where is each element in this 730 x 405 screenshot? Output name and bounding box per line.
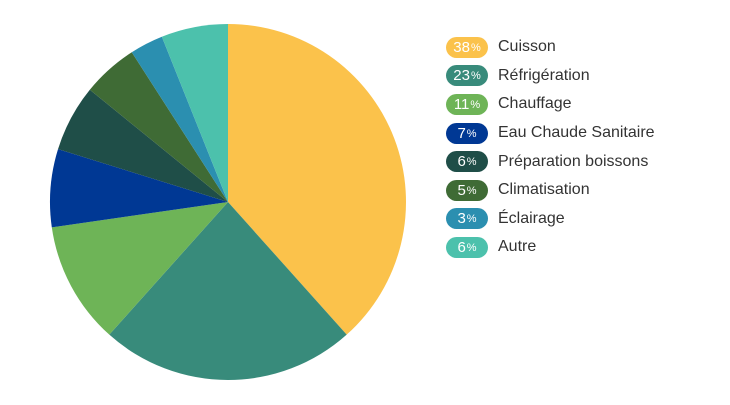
legend-value: 5 bbox=[457, 181, 466, 199]
legend-percent-sign: % bbox=[470, 41, 481, 54]
legend-label: Chauffage bbox=[498, 95, 572, 113]
pie-slice-eau-chaude-sanitaire bbox=[49, 149, 229, 228]
pie-slice-climatisation bbox=[89, 52, 228, 203]
legend-label: Climatisation bbox=[498, 181, 590, 199]
legend-value: 38 bbox=[453, 38, 470, 56]
legend-value-badge: 11% bbox=[446, 93, 488, 115]
pie-slice-chauffage bbox=[51, 202, 229, 335]
legend-item-cuisson: 38% Cuisson bbox=[446, 33, 726, 62]
legend-item-autre: 6% Autre bbox=[446, 233, 726, 262]
legend-label: Cuisson bbox=[498, 38, 556, 56]
legend-value: 7 bbox=[457, 124, 466, 142]
legend-percent-sign: % bbox=[466, 184, 477, 197]
legend-percent-sign: % bbox=[466, 127, 477, 140]
legend-value-badge: 23% bbox=[446, 65, 488, 87]
legend-percent-sign: % bbox=[470, 70, 481, 83]
legend-percent-sign: % bbox=[466, 241, 477, 254]
legend-value: 11 bbox=[453, 95, 470, 113]
legend-value-badge: 6% bbox=[446, 236, 488, 258]
legend-value: 6 bbox=[457, 153, 466, 171]
legend-item-refrigeration: 23% Réfrigération bbox=[446, 62, 726, 91]
pie-slice-eclairage bbox=[131, 36, 228, 202]
legend-percent-sign: % bbox=[470, 98, 481, 111]
legend: 38% Cuisson 23% Réfrigération 11% Chauffage 7%… bbox=[446, 33, 726, 262]
legend-label: Eau Chaude Sanitaire bbox=[498, 124, 655, 142]
legend-item-eau-chaude-sanitaire: 7% Eau Chaude Sanitaire bbox=[446, 119, 726, 148]
legend-value: 6 bbox=[457, 238, 466, 256]
legend-item-chauffage: 11% Chauffage bbox=[446, 90, 726, 119]
legend-item-eclairage: 3% Éclairage bbox=[446, 205, 726, 234]
pie-slice-refrigeration bbox=[109, 202, 347, 380]
pie-slice-cuisson bbox=[228, 24, 406, 335]
legend-value-badge: 5% bbox=[446, 179, 488, 201]
legend-value-badge: 6% bbox=[446, 151, 488, 173]
pie-slice-autre bbox=[161, 24, 228, 202]
pie-slice-preparation-boissons bbox=[58, 89, 228, 202]
legend-item-preparation-boissons: 6% Préparation boissons bbox=[446, 147, 726, 176]
legend-value: 23 bbox=[453, 67, 470, 85]
legend-value: 3 bbox=[457, 210, 466, 228]
legend-label: Préparation boissons bbox=[498, 152, 649, 170]
legend-label: Éclairage bbox=[498, 209, 565, 227]
legend-value-badge: 7% bbox=[446, 122, 488, 144]
legend-item-climatisation: 5% Climatisation bbox=[446, 176, 726, 205]
legend-label: Réfrigération bbox=[498, 66, 590, 84]
legend-label: Autre bbox=[498, 238, 537, 256]
legend-percent-sign: % bbox=[466, 213, 477, 226]
legend-percent-sign: % bbox=[466, 156, 477, 169]
legend-value-badge: 38% bbox=[446, 36, 488, 58]
legend-value-badge: 3% bbox=[446, 208, 488, 230]
